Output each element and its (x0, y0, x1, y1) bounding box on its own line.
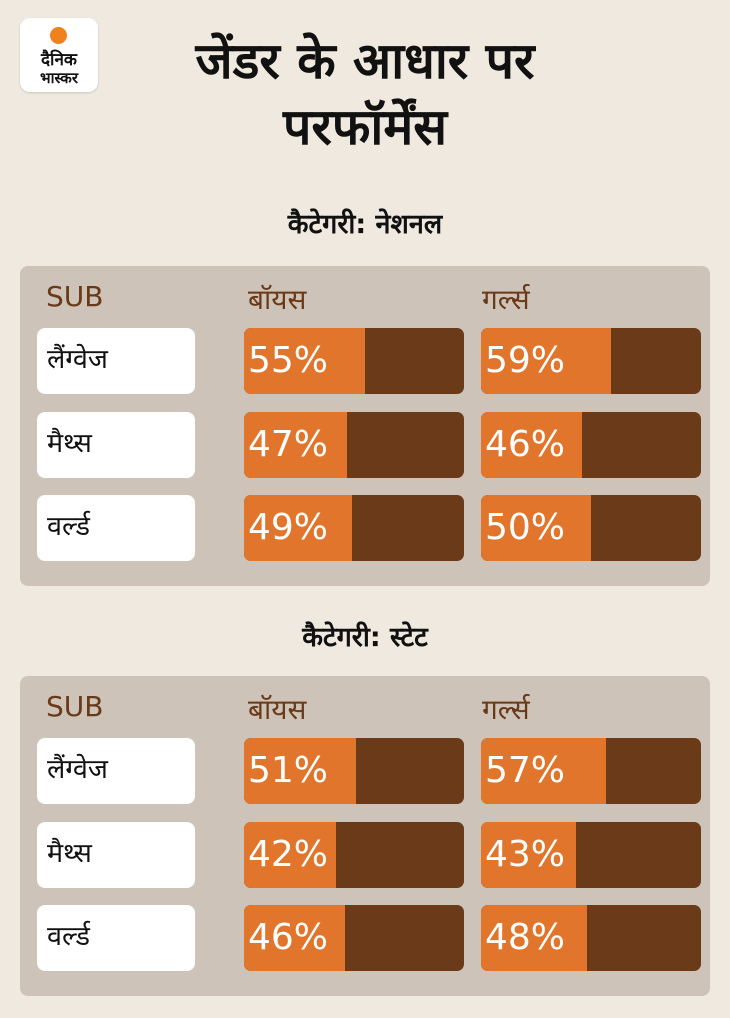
girls-bar-fill (481, 822, 576, 888)
category-title-national: कैटेगरी: नेशनल (287, 209, 443, 240)
boys-value-label: 42% (248, 834, 329, 875)
category-title-state: कैटेगरी: स्टेट (302, 622, 428, 653)
boys-column-header: बॉयस (248, 693, 307, 726)
page-title: जेंडर के आधार पर परफॉर्मेंस (195, 32, 535, 156)
table-row: वर्ल्ड 49% 50% (20, 495, 710, 561)
girls-column-header: गर्ल्स (482, 283, 530, 316)
boys-value-label: 49% (248, 507, 329, 548)
boys-value-label: 46% (248, 917, 329, 958)
boys-bar-fill (244, 738, 356, 804)
boys-bar-track: 49% (244, 495, 464, 561)
logo-dot-icon (50, 27, 67, 44)
subject-label: लैंग्वेज (37, 738, 195, 804)
girls-value-label: 59% (485, 340, 566, 381)
subject-label: मैथ्स (37, 412, 195, 478)
table-row: वर्ल्ड 46% 48% (20, 905, 710, 971)
girls-value-label: 57% (485, 750, 566, 791)
girls-bar-fill (481, 738, 606, 804)
girls-bar-fill (481, 495, 591, 561)
logo-text-line1: दैनिक (41, 50, 77, 70)
girls-value-label: 48% (485, 917, 566, 958)
chart-panel-national: SUB बॉयस गर्ल्स लैंग्वेज 55% 59% मैथ्स 47% 46… (20, 266, 710, 586)
brand-logo: दैनिक भास्कर (20, 18, 98, 92)
girls-value-label: 50% (485, 507, 566, 548)
girls-bar-track: 57% (481, 738, 701, 804)
boys-bar-track: 47% (244, 412, 464, 478)
chart-panel-state: SUB बॉयस गर्ल्स लैंग्वेज 51% 57% मैथ्स 42% 43… (20, 676, 710, 996)
subject-label: वर्ल्ड (37, 905, 195, 971)
boys-value-label: 55% (248, 340, 329, 381)
girls-column-header: गर्ल्स (482, 693, 530, 726)
girls-bar-fill (481, 412, 582, 478)
boys-bar-track: 55% (244, 328, 464, 394)
boys-bar-fill (244, 412, 347, 478)
girls-bar-track: 48% (481, 905, 701, 971)
sub-column-header: SUB (46, 280, 104, 313)
boys-bar-fill (244, 495, 352, 561)
sub-column-header: SUB (46, 690, 104, 723)
girls-bar-fill (481, 905, 587, 971)
table-row: लैंग्वेज 55% 59% (20, 328, 710, 394)
girls-value-label: 43% (485, 834, 566, 875)
subject-label: लैंग्वेज (37, 328, 195, 394)
girls-value-label: 46% (485, 424, 566, 465)
boys-column-header: बॉयस (248, 283, 307, 316)
table-row: मैथ्स 42% 43% (20, 822, 710, 888)
table-row: लैंग्वेज 51% 57% (20, 738, 710, 804)
boys-value-label: 51% (248, 750, 329, 791)
subject-label: वर्ल्ड (37, 495, 195, 561)
logo-text-line2: भास्कर (40, 69, 78, 87)
girls-bar-fill (481, 328, 611, 394)
subject-label: मैथ्स (37, 822, 195, 888)
boys-bar-track: 42% (244, 822, 464, 888)
boys-bar-track: 46% (244, 905, 464, 971)
girls-bar-track: 59% (481, 328, 701, 394)
boys-value-label: 47% (248, 424, 329, 465)
girls-bar-track: 46% (481, 412, 701, 478)
boys-bar-fill (244, 822, 336, 888)
boys-bar-track: 51% (244, 738, 464, 804)
girls-bar-track: 50% (481, 495, 701, 561)
boys-bar-fill (244, 328, 365, 394)
girls-bar-track: 43% (481, 822, 701, 888)
table-row: मैथ्स 47% 46% (20, 412, 710, 478)
boys-bar-fill (244, 905, 345, 971)
